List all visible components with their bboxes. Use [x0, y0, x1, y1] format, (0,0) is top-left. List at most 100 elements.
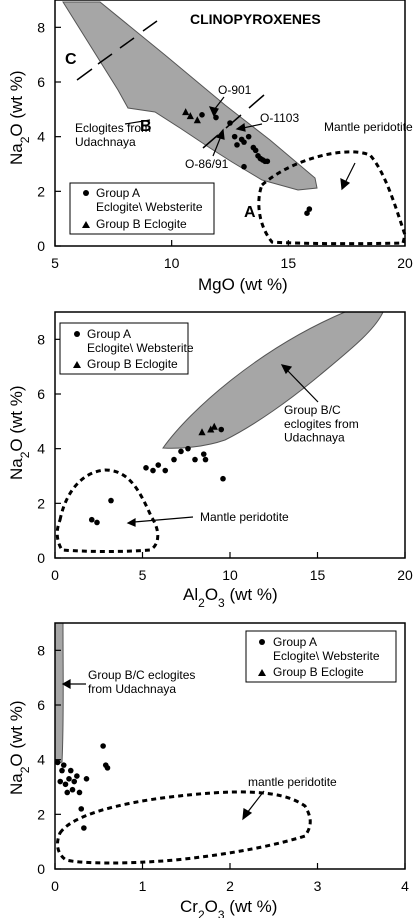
field-letter-c: C [65, 51, 77, 68]
legend-marker-group-a [83, 190, 89, 196]
group-bc-field [62, 1, 318, 191]
data-point-group-a [162, 467, 169, 474]
field-letter-b: B [140, 118, 152, 135]
x-tick-label: 10 [164, 255, 180, 271]
data-point-group-a [264, 158, 271, 165]
legend-label-group-a: Group A Eclogite\ Websterite [96, 186, 203, 214]
data-point-group-a [234, 142, 240, 148]
boundary-lines [76, 20, 265, 149]
data-point-group-a [69, 786, 76, 793]
data-point-group-a [218, 426, 225, 433]
x-tick-label: 20 [397, 255, 413, 271]
legend-label-group-b: Group B Eclogite [87, 357, 178, 371]
y-tick-label: 4 [37, 441, 45, 457]
legend-label-group-b: Group B Eclogite [96, 217, 187, 231]
data-point-group-a [220, 475, 226, 482]
data-point-group-a [143, 465, 149, 471]
group-bc-field [54, 622, 64, 765]
data-point-group-a [178, 448, 184, 455]
annotation-arrows [61, 678, 265, 821]
x-tick-label: 0 [51, 567, 59, 583]
label-mantle-peridotite: mantle peridotite [248, 775, 337, 789]
mantle-field [56, 790, 312, 865]
data-point-group-a [60, 762, 67, 768]
x-tick-label: 15 [310, 567, 326, 583]
label-group-bc-eclogites: Group B/C eclogites from Udachnaya [284, 403, 359, 445]
y-tick-label: 0 [37, 238, 45, 254]
data-point-group-a [304, 210, 310, 216]
data-point-group-a [57, 778, 64, 785]
legend: Group A Eclogite\ Websterite Group B Eclo… [59, 322, 194, 375]
data-point-group-b [210, 422, 218, 430]
data-point-group-a [231, 133, 238, 140]
data-point-group-a [78, 806, 85, 812]
x-tick-label: 4 [401, 878, 409, 894]
legend: Group A Eclogite\ Websterite Group B Eclo… [245, 630, 397, 683]
data-point-group-a [306, 206, 313, 212]
x-tick-label: 5 [139, 567, 147, 583]
y-tick-label: 2 [37, 806, 45, 822]
y-tick-label: 4 [37, 752, 45, 768]
data-point-group-a [71, 778, 78, 785]
x-axis-label: Al2O3 (wt %) [183, 585, 278, 610]
data-point-group-a [94, 519, 100, 526]
label-mantle-peridotite: Mantle peridotite [324, 120, 413, 134]
label-o901: O-901 [218, 83, 252, 97]
markers [88, 422, 226, 526]
data-point-group-a [241, 163, 247, 170]
legend-marker-group-a [74, 331, 80, 337]
x-tick-label: 0 [51, 878, 59, 894]
legend-marker-group-a [259, 639, 265, 645]
data-point-group-a [185, 445, 191, 452]
x-axis-label: MgO (wt %) [198, 275, 288, 294]
y-tick-label: 0 [37, 550, 45, 566]
data-point-group-a [150, 467, 156, 474]
data-point-group-a [59, 767, 65, 774]
markers [182, 108, 313, 216]
y-tick-label: 4 [37, 129, 45, 145]
y-tick-label: 8 [37, 331, 45, 347]
legend-label-group-b: Group B Eclogite [273, 665, 364, 679]
markers [54, 743, 111, 831]
label-mantle-peridotite: Mantle peridotite [200, 510, 289, 524]
legend-label-group-a: Group A Eclogite\ Websterite [87, 327, 194, 355]
data-point-group-a [81, 825, 87, 831]
legend-marker-group-b [258, 669, 266, 676]
x-tick-label: 20 [397, 567, 413, 583]
legend-label-group-a: Group A Eclogite\ Websterite [273, 635, 380, 663]
data-point-group-a [104, 765, 111, 771]
data-point-group-b [207, 425, 215, 433]
y-axis-label: Na2O (wt %) [7, 700, 32, 795]
field-letter-a: A [244, 204, 256, 221]
group-bc-field [162, 311, 384, 449]
y-tick-label: 2 [37, 183, 45, 199]
panel-cr2o3: 0 1 2 3 4 0 2 4 6 8 Group B/C eclogites from Udach… [7, 622, 409, 918]
ticks: 0 5 10 15 20 0 2 4 6 8 [37, 331, 413, 583]
plot-frame [54, 0, 406, 247]
label-o8691: O-86/91 [185, 157, 229, 171]
data-point-group-a [100, 743, 106, 749]
data-point-group-a [67, 767, 74, 774]
data-point-group-a [227, 120, 233, 126]
data-point-group-a [108, 497, 114, 504]
data-point-group-a [76, 789, 83, 796]
data-point-group-b [193, 116, 201, 124]
y-tick-label: 2 [37, 495, 45, 511]
data-point-group-b [182, 108, 190, 116]
legend: Group A Eclogite\ Websterite Group B Eclo… [69, 182, 215, 235]
annotation-arrows [126, 364, 319, 527]
y-axis-label: Na2O (wt %) [7, 385, 32, 480]
data-point-group-a [64, 789, 71, 796]
data-point-group-a [155, 462, 162, 468]
data-point-group-a [88, 516, 95, 523]
data-point-group-b [186, 112, 194, 120]
data-point-group-b [198, 428, 206, 436]
data-point-group-a [83, 776, 90, 782]
data-point-group-a [252, 147, 259, 154]
data-point-group-a [202, 456, 209, 463]
y-axis-label: Na2O (wt %) [7, 70, 32, 165]
data-point-group-a [192, 456, 198, 463]
data-point-group-a [199, 112, 205, 118]
x-tick-label: 3 [314, 878, 322, 894]
